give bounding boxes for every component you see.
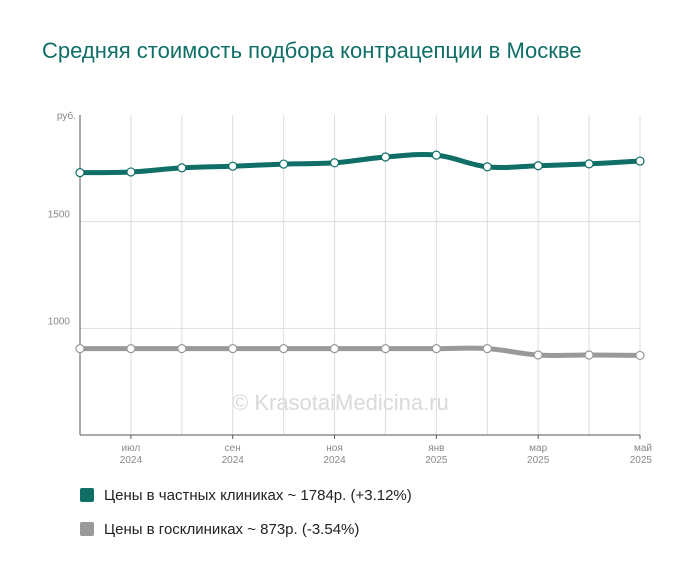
data-point-public: [584, 350, 594, 360]
data-point-private: [635, 156, 645, 166]
x-tick-label-month: янв: [428, 443, 444, 454]
data-point-public: [482, 344, 492, 354]
chart-legend: Цены в частных клиниках ~ 1784р. (+3.12%…: [80, 484, 412, 552]
data-point-private: [75, 168, 85, 178]
y-tick-label: 1000: [48, 316, 71, 327]
chart-title: Средняя стоимость подбора контрацепции в…: [42, 38, 582, 63]
data-point-public: [635, 350, 645, 361]
line-chart: 15001000руб.июл2024сен2024ноя2024янв2025…: [48, 110, 653, 466]
data-point-public: [126, 344, 136, 354]
data-point-private: [177, 163, 187, 173]
data-point-public: [228, 344, 238, 354]
data-point-public: [329, 344, 340, 354]
watermark-text: © KrasotaiMedicina.ru: [232, 390, 449, 415]
x-tick-label-month: мар: [529, 443, 547, 454]
legend-swatch-public: [80, 522, 94, 536]
series-line-private: [77, 151, 643, 176]
y-tick-label: 1500: [48, 210, 71, 221]
x-tick-label-year: 2024: [120, 455, 143, 466]
legend-item-public: Цены в госклиниках ~ 873р. (-3.54%): [80, 518, 412, 540]
legend-item-private: Цены в частных клиниках ~ 1784р. (+3.12%…: [80, 484, 412, 506]
x-tick-label-month: июл: [122, 443, 141, 454]
data-point-private: [380, 152, 391, 162]
series-layer: [75, 150, 645, 361]
x-tick-label-year: 2024: [323, 455, 346, 466]
data-point-private: [329, 158, 340, 168]
data-point-private: [533, 161, 543, 171]
x-tick-label-year: 2024: [222, 455, 245, 466]
data-point-public: [279, 344, 289, 354]
x-tick-label-year: 2025: [630, 455, 653, 466]
x-tick-label-month: сен: [225, 443, 241, 454]
data-point-private: [482, 162, 492, 172]
x-tick-label-month: ноя: [326, 443, 343, 454]
data-point-private: [431, 150, 441, 160]
data-point-public: [431, 344, 441, 354]
x-tick-label-year: 2025: [527, 455, 550, 466]
data-point-public: [533, 350, 543, 360]
legend-label-public: Цены в госклиниках ~ 873р. (-3.54%): [104, 520, 360, 538]
data-point-private: [584, 159, 594, 169]
y-axis-unit-label: руб.: [57, 110, 76, 122]
data-point-private: [228, 161, 238, 171]
data-point-public: [75, 344, 85, 354]
legend-label-private: Цены в частных клиниках ~ 1784р. (+3.12%…: [104, 486, 412, 504]
label-layer: 15001000руб.июл2024сен2024ноя2024янв2025…: [48, 110, 653, 466]
data-point-public: [380, 344, 391, 354]
x-tick-label-month: май: [634, 443, 652, 454]
data-point-private: [126, 167, 136, 177]
data-point-private: [279, 159, 289, 169]
data-point-public: [177, 344, 187, 354]
legend-swatch-private: [80, 488, 94, 502]
x-tick-label-year: 2025: [425, 455, 448, 466]
series-line-public: [77, 345, 643, 358]
